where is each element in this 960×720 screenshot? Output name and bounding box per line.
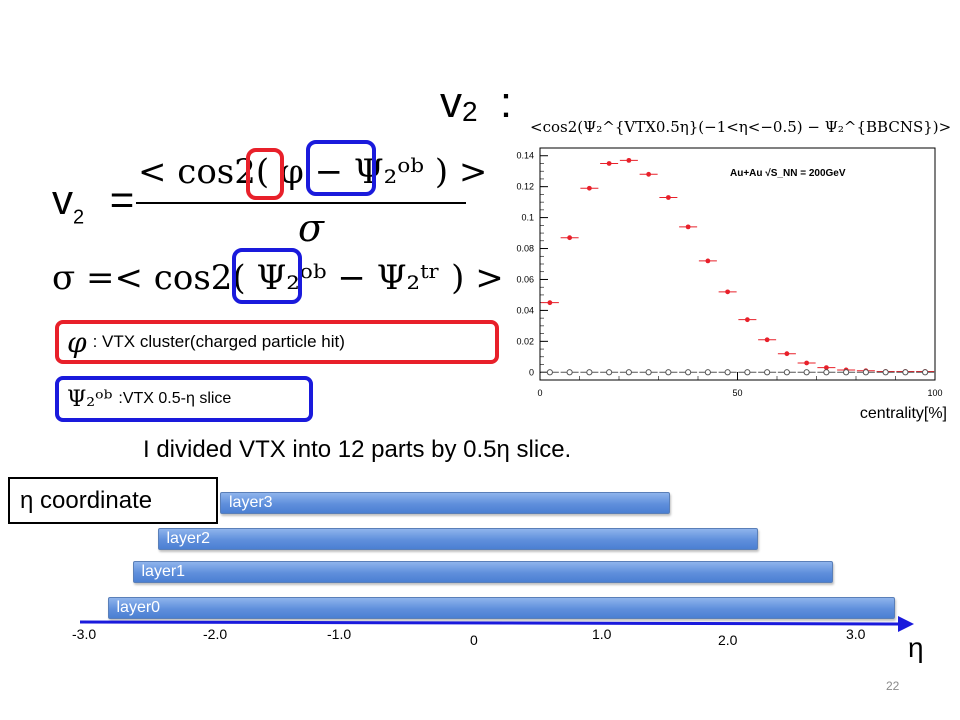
layer-bar-layer3: layer3 — [220, 492, 670, 514]
psi-legend-box: Ψ₂ᵒᵇ :VTX 0.5-η slice — [55, 376, 313, 422]
data-point — [646, 171, 652, 177]
psi-description: :VTX 0.5-η slice — [118, 390, 232, 407]
data-point-open — [685, 369, 692, 376]
data-point-open — [823, 369, 830, 376]
data-point-open — [625, 369, 632, 376]
data-point — [665, 195, 671, 200]
y-tick-label: 0.1 — [521, 213, 534, 223]
layer-bar-layer2: layer2 — [157, 528, 758, 550]
sigma-equation: σ =< cos2( Ψ₂ᵒᵇ − Ψ₂ᵗʳ ) > — [52, 258, 504, 298]
data-point-open — [606, 369, 613, 376]
eta-tick-label: -1.0 — [327, 626, 352, 642]
layer-bar-layer1: layer1 — [132, 561, 833, 583]
data-point-open — [882, 369, 889, 376]
eta-tick-label: -3.0 — [72, 626, 97, 642]
data-point-open — [704, 369, 711, 376]
phi-highlight-box — [246, 148, 284, 200]
data-point-open — [922, 369, 929, 376]
eta-tick-label: 2.0 — [718, 632, 738, 648]
data-point-open — [566, 369, 573, 376]
y-tick-label: 0.02 — [516, 336, 534, 346]
data-point — [567, 235, 573, 241]
eta-axis-arrow — [80, 616, 914, 632]
psi-ob-highlight-box — [306, 140, 376, 196]
data-point — [586, 185, 592, 191]
psi-symbol: Ψ₂ᵒᵇ — [67, 386, 113, 412]
plot-frame — [539, 147, 936, 381]
data-point — [705, 258, 711, 264]
data-point — [764, 337, 770, 343]
data-point — [784, 351, 790, 357]
data-point — [823, 365, 829, 371]
data-point — [547, 300, 553, 306]
y-tick-label: 0.08 — [516, 244, 534, 254]
phi-description: : VTX cluster(charged particle hit) — [92, 332, 345, 351]
data-point-open — [586, 369, 593, 376]
page-number: 22 — [886, 679, 900, 693]
data-point-open — [744, 369, 751, 376]
data-point — [685, 224, 691, 230]
layer-bar-layer0: layer0 — [107, 597, 895, 619]
data-point — [744, 317, 750, 323]
eta-tick-label: 1.0 — [592, 626, 612, 642]
data-point-open — [645, 369, 652, 376]
eta-tick-label: -2.0 — [203, 626, 228, 642]
x-tick-label: 50 — [732, 388, 742, 398]
data-point-open — [783, 369, 790, 376]
v2-equation: v2 = < cos2( φ − Ψ₂ᵒᵇ ) > σ — [52, 152, 488, 250]
v2-centrality-chart: 0 0.02 0.04 0.06 0.08 0.1 0.12 0.14 0 50 100 Au+Au … — [516, 147, 947, 422]
data-point-open — [724, 369, 731, 376]
x-axis-label: centrality[%] — [860, 405, 947, 422]
chart-title: <cos2(Ψ₂^{VTX0.5η}(−1<η<−0.5) − Ψ₂^{BBCN… — [530, 118, 952, 136]
psi-ob-highlight-box-2 — [232, 248, 302, 304]
y-tick-label: 0.14 — [516, 151, 534, 161]
eta-axis-label: η — [908, 632, 924, 663]
data-point-open — [862, 369, 869, 376]
v2-denominator: σ — [298, 206, 324, 250]
v2-numerator: < cos2( φ − Ψ₂ᵒᵇ ) > — [138, 152, 488, 192]
data-point-open — [764, 369, 771, 376]
data-point-open — [546, 369, 553, 376]
data-point — [725, 289, 731, 295]
eta-coordinate-label: η coordinate — [8, 477, 218, 524]
y-tick-label: 0.12 — [516, 182, 534, 192]
y-tick-label: 0.06 — [516, 274, 534, 284]
x-tick-label: 100 — [927, 388, 942, 398]
phi-legend-box: φ : VTX cluster(charged particle hit) — [55, 320, 499, 364]
data-point — [626, 157, 632, 163]
y-tick-label: 0.04 — [516, 305, 534, 315]
note-text: I divided VTX into 12 parts by 0.5η slic… — [143, 436, 572, 463]
phi-symbol: φ — [67, 325, 87, 359]
data-point-open — [665, 369, 672, 376]
data-point-open — [902, 369, 909, 376]
v2-lhs: v — [52, 176, 73, 223]
x-tick-label: 0 — [537, 388, 542, 398]
fraction-bar — [136, 202, 466, 204]
eta-tick-label: 0 — [470, 632, 478, 648]
y-tick-label: 0 — [529, 367, 534, 377]
data-point-open — [843, 369, 850, 376]
data-point — [606, 161, 612, 166]
slide-title: v2 : — [440, 78, 513, 127]
data-point — [804, 360, 810, 366]
eta-tick-label: 3.0 — [846, 626, 866, 642]
data-point-open — [803, 369, 810, 376]
chart-annotation: Au+Au √S_NN = 200GeV — [730, 168, 846, 179]
